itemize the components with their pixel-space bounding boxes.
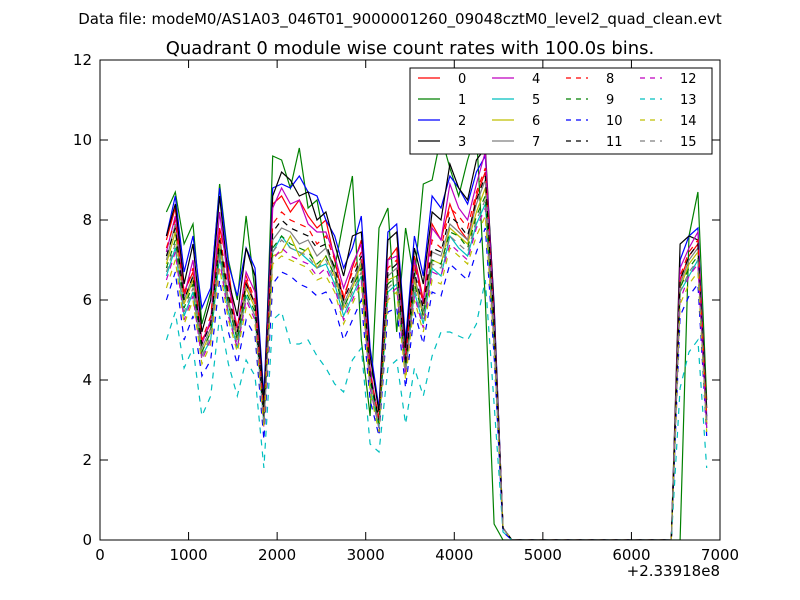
legend-label: 13 <box>680 93 697 108</box>
x-tick-label: 5000 <box>524 546 562 564</box>
legend-entry-4: 4 <box>492 72 540 87</box>
legend-entry-14: 14 <box>640 114 697 129</box>
legend-entry-10: 10 <box>566 114 623 129</box>
legend-entry-2: 2 <box>418 114 466 129</box>
legend-entry-8: 8 <box>566 72 614 87</box>
legend-entry-0: 0 <box>418 72 466 87</box>
legend-label: 7 <box>532 135 540 150</box>
legend-label: 4 <box>532 72 540 87</box>
legend-label: 1 <box>458 93 466 108</box>
data-file-suptitle: Data file: modeM0/AS1A03_046T01_90000012… <box>78 10 722 29</box>
x-tick-label: 0 <box>95 546 105 564</box>
chart-title: Quadrant 0 module wise count rates with … <box>166 38 655 59</box>
legend-entry-7: 7 <box>492 135 540 150</box>
series-line-15 <box>165 199 708 540</box>
legend-entry-3: 3 <box>418 135 466 150</box>
y-tick-label: 4 <box>82 371 92 389</box>
x-tick-label: 1000 <box>169 546 207 564</box>
y-tick-label: 12 <box>73 51 92 69</box>
legend-entry-15: 15 <box>640 135 697 150</box>
series-line-10 <box>165 227 708 540</box>
series-layer <box>165 131 708 540</box>
legend-entry-13: 13 <box>640 93 697 108</box>
x-tick-label: 7000 <box>701 546 739 564</box>
legend-label: 10 <box>606 114 623 129</box>
legend-label: 3 <box>458 135 466 150</box>
x-ticks: 0 1000 2000 3000 4000 5000 6000 7000 <box>95 60 739 564</box>
legend-entry-6: 6 <box>492 114 540 129</box>
legend-label: 11 <box>606 135 623 150</box>
y-tick-label: 10 <box>73 131 92 149</box>
y-tick-label: 0 <box>82 531 92 549</box>
legend-label: 0 <box>458 72 466 87</box>
x-tick-label: 3000 <box>347 546 385 564</box>
x-tick-label: 6000 <box>612 546 650 564</box>
legend-label: 2 <box>458 114 466 129</box>
series-line-3 <box>165 146 708 540</box>
x-tick-label: 2000 <box>258 546 296 564</box>
legend-entry-5: 5 <box>492 93 540 108</box>
legend-label: 14 <box>680 114 697 129</box>
legend-label: 5 <box>532 93 540 108</box>
y-tick-label: 2 <box>82 451 92 469</box>
legend-frame <box>409 67 713 155</box>
legend-entry-12: 12 <box>640 72 697 87</box>
x-offset-label: +2.33918e8 <box>627 562 720 580</box>
legend-entry-9: 9 <box>566 93 614 108</box>
legend-entry-1: 1 <box>418 93 466 108</box>
legend-entry-11: 11 <box>566 135 623 150</box>
y-tick-label: 8 <box>82 211 92 229</box>
legend-label: 8 <box>606 72 614 87</box>
legend-label: 15 <box>680 135 697 150</box>
series-line-14 <box>165 215 708 540</box>
legend-label: 9 <box>606 93 614 108</box>
y-tick-label: 6 <box>82 291 92 309</box>
series-line-13 <box>165 279 708 540</box>
series-line-11 <box>165 175 708 540</box>
legend-label: 12 <box>680 72 697 87</box>
x-tick-label: 4000 <box>435 546 473 564</box>
plot-area: 0 1000 2000 3000 4000 5000 6000 7000 024681012 … <box>73 51 739 580</box>
legend-label: 6 <box>532 114 540 129</box>
